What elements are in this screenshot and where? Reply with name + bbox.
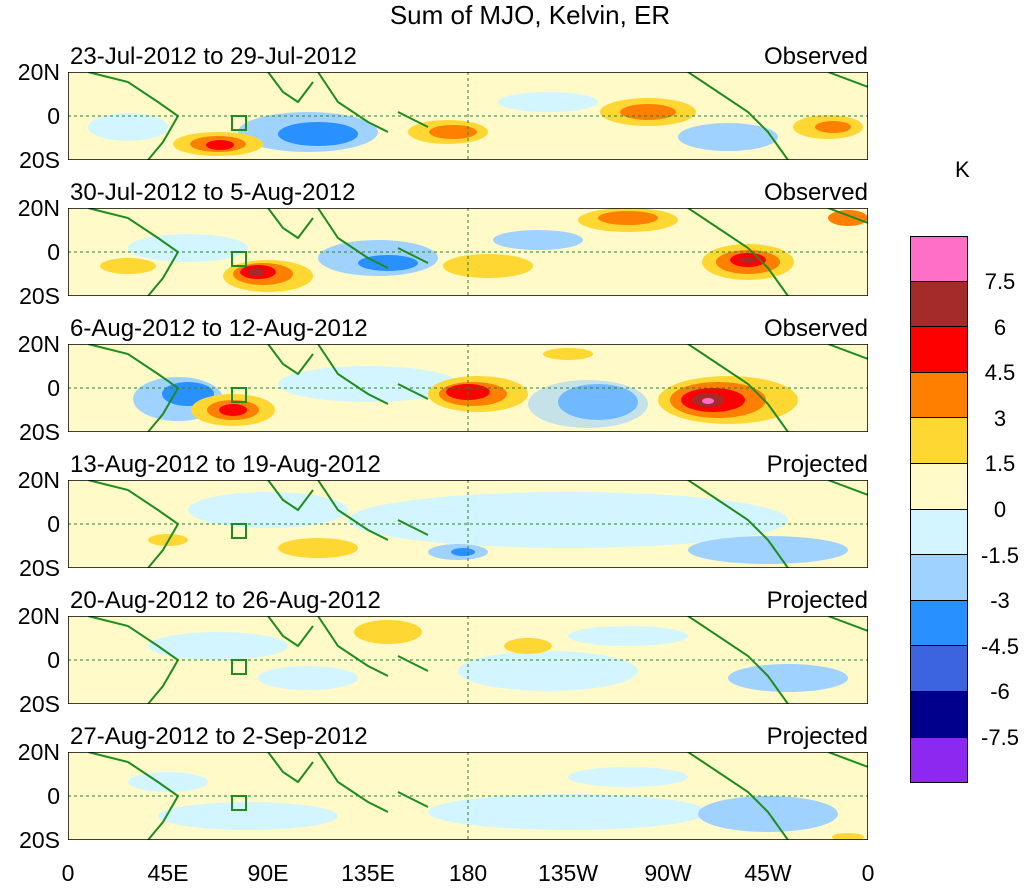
colorbar-label: -6 [990, 679, 1010, 704]
colorbar-swatch [910, 418, 968, 464]
map-panel-2 [68, 208, 868, 296]
map-panel-3 [68, 344, 868, 432]
lat-label-20s: 20S [19, 419, 60, 445]
colorbar-label: 1.5 [984, 451, 1016, 476]
lat-label-eq: 0 [47, 239, 60, 265]
lat-label-20s: 20S [19, 147, 60, 173]
panel-4-status: Projected [766, 451, 868, 478]
colorbar-swatch [910, 600, 968, 647]
lat-label-20n: 20N [17, 331, 60, 357]
colorbar-swatch [910, 281, 968, 328]
lon-label-90e: 90E [247, 860, 289, 886]
map-panel-1 [68, 72, 868, 160]
colorbar-label: 4.5 [984, 360, 1016, 385]
lat-label-eq: 0 [47, 103, 60, 129]
panel-3-dates: 6-Aug-2012 to 12-Aug-2012 [70, 315, 368, 342]
panel-5-status: Projected [766, 587, 868, 614]
map-panel-5 [68, 616, 868, 704]
lon-label-135w: 135W [537, 860, 599, 886]
panel-4-dates: 13-Aug-2012 to 19-Aug-2012 [70, 451, 381, 478]
colorbar-swatch [910, 737, 968, 784]
lat-label-20n: 20N [17, 467, 60, 493]
panel-2-status: Observed [763, 179, 868, 206]
colorbar-label: 3 [993, 406, 1007, 431]
colorbar-swatch [910, 691, 968, 738]
lon-label-45e: 45E [147, 860, 189, 886]
colorbar [910, 236, 968, 784]
panel-1-dates: 23-Jul-2012 to 29-Jul-2012 [70, 43, 357, 70]
lon-label-180: 180 [448, 860, 488, 886]
lat-label-20s: 20S [19, 283, 60, 309]
lat-label-20n: 20N [17, 59, 60, 85]
colorbar-swatch [910, 646, 968, 692]
panel-6-status: Projected [766, 723, 868, 750]
colorbar-label: 7.5 [984, 269, 1016, 294]
main-title: Sum of MJO, Kelvin, ER [389, 0, 671, 30]
panel-5-dates: 20-Aug-2012 to 26-Aug-2012 [70, 587, 381, 614]
panel-1-status: Observed [763, 43, 868, 70]
lat-label-20n: 20N [17, 195, 60, 221]
lat-label-eq: 0 [47, 783, 60, 809]
colorbar-swatch [910, 372, 968, 419]
lat-label-20s: 20S [19, 827, 60, 853]
colorbar-label: -4.5 [981, 634, 1019, 659]
lon-label-45w: 45W [744, 860, 792, 886]
colorbar-label: 0 [993, 497, 1007, 522]
map-panel-6 [68, 752, 868, 840]
colorbar-swatch [910, 509, 968, 556]
map-panel-4 [68, 480, 868, 568]
colorbar-swatch [910, 236, 968, 282]
lat-label-eq: 0 [47, 375, 60, 401]
lon-label-135e: 135E [341, 860, 395, 886]
colorbar-swatch [910, 555, 968, 601]
colorbar-label: -7.5 [981, 725, 1019, 750]
lon-label-0: 0 [61, 860, 75, 886]
lat-label-20s: 20S [19, 555, 60, 581]
lon-label-0-end: 0 [861, 860, 875, 886]
colorbar-swatch [910, 463, 968, 510]
lat-label-20s: 20S [19, 691, 60, 717]
lat-label-eq: 0 [47, 647, 60, 673]
lat-label-eq: 0 [47, 511, 60, 537]
lat-label-20n: 20N [17, 603, 60, 629]
panel-2-dates: 30-Jul-2012 to 5-Aug-2012 [70, 179, 356, 206]
colorbar-label: -3 [990, 588, 1010, 613]
panel-3-status: Observed [763, 315, 868, 342]
colorbar-label: 6 [993, 315, 1007, 340]
colorbar-unit: K [955, 157, 970, 182]
lon-label-90w: 90W [644, 860, 692, 886]
colorbar-swatch [910, 327, 968, 373]
colorbar-label: -1.5 [981, 543, 1019, 568]
lat-label-20n: 20N [17, 739, 60, 765]
panel-6-dates: 27-Aug-2012 to 2-Sep-2012 [70, 723, 368, 750]
